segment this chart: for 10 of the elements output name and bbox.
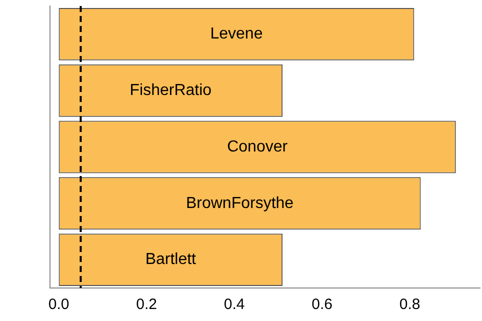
x-tick-label: 0.8 bbox=[399, 296, 420, 314]
x-tick-label: 0.2 bbox=[136, 296, 157, 314]
x-tick-label: 0.4 bbox=[224, 296, 245, 314]
y-tick-label: Levene bbox=[210, 26, 263, 43]
y-tick-label: FisherRatio bbox=[130, 82, 212, 100]
y-tick-label: BrownForsythe bbox=[186, 194, 294, 212]
x-tick-label: 0.6 bbox=[312, 296, 332, 314]
y-tick-label: Bartlett bbox=[145, 251, 197, 268]
x-tick-label: 0.0 bbox=[48, 296, 70, 314]
y-tick-label: Conover bbox=[227, 138, 288, 156]
